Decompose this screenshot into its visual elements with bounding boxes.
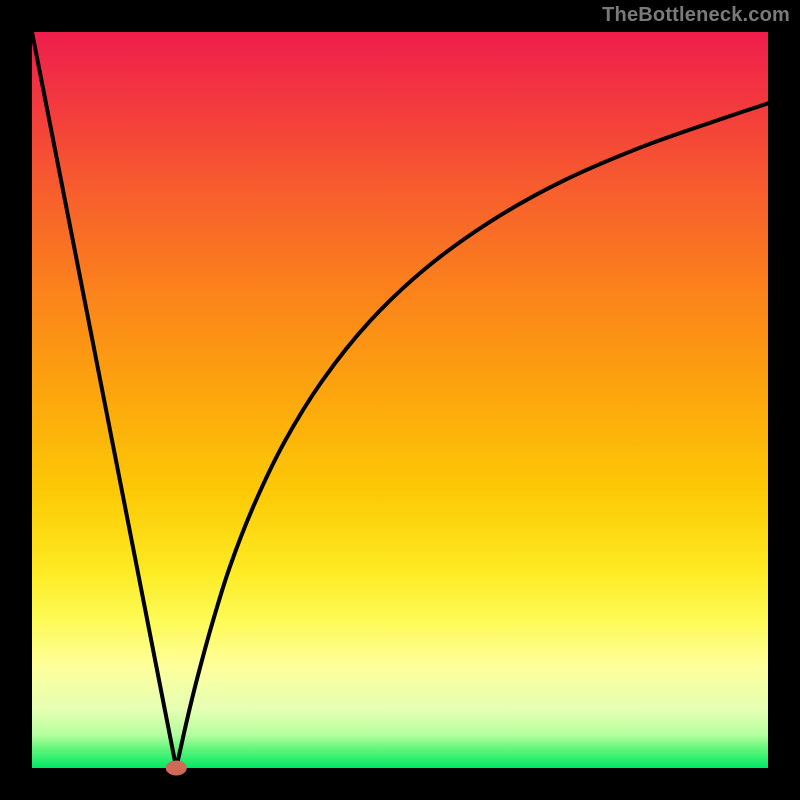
chart-container: TheBottleneck.com	[0, 0, 800, 800]
bottleneck-chart	[0, 0, 800, 800]
watermark-text: TheBottleneck.com	[602, 4, 790, 27]
optimal-point-marker	[166, 761, 186, 775]
